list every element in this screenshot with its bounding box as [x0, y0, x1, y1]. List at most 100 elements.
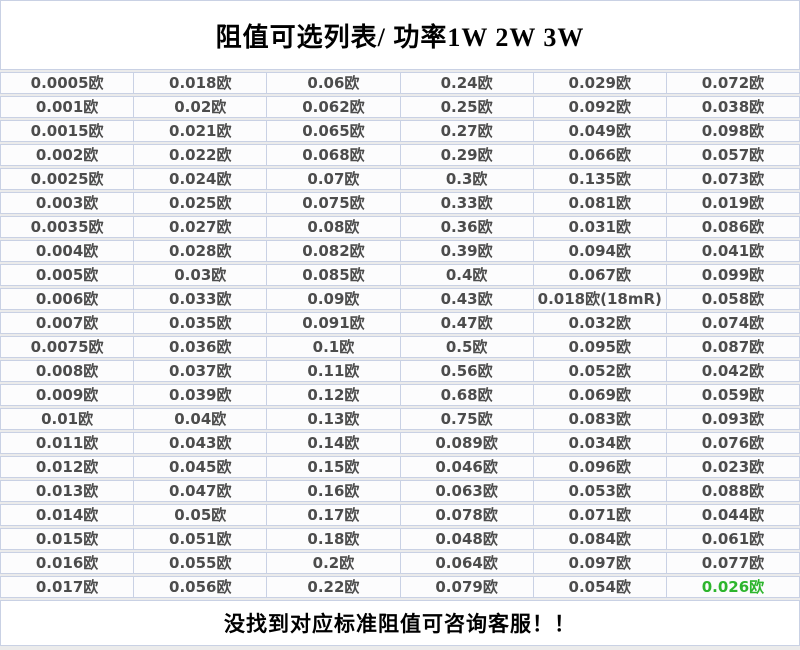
resistance-option[interactable]: 0.013欧: [0, 480, 135, 502]
resistance-option[interactable]: 0.058欧: [665, 288, 800, 310]
resistance-option[interactable]: 0.16欧: [266, 480, 401, 502]
resistance-option[interactable]: 0.089欧: [399, 432, 534, 454]
resistance-option[interactable]: 0.17欧: [266, 504, 401, 526]
resistance-option[interactable]: 0.051欧: [133, 528, 268, 550]
resistance-option[interactable]: 0.028欧: [133, 240, 268, 262]
resistance-option[interactable]: 0.036欧: [133, 336, 268, 358]
resistance-option[interactable]: 0.049欧: [532, 120, 667, 142]
resistance-option[interactable]: 0.046欧: [399, 456, 534, 478]
resistance-option[interactable]: 0.031欧: [532, 216, 667, 238]
resistance-option[interactable]: 0.045欧: [133, 456, 268, 478]
resistance-option[interactable]: 0.091欧: [266, 312, 401, 334]
resistance-option[interactable]: 0.135欧: [532, 168, 667, 190]
resistance-option[interactable]: 0.04欧: [133, 408, 268, 430]
resistance-option[interactable]: 0.07欧: [266, 168, 401, 190]
resistance-option[interactable]: 0.011欧: [0, 432, 135, 454]
resistance-option[interactable]: 0.086欧: [665, 216, 800, 238]
resistance-option[interactable]: 0.0005欧: [0, 72, 135, 94]
resistance-option[interactable]: 0.2欧: [266, 552, 401, 574]
resistance-option[interactable]: 0.042欧: [665, 360, 800, 382]
resistance-option[interactable]: 0.055欧: [133, 552, 268, 574]
resistance-option[interactable]: 0.035欧: [133, 312, 268, 334]
resistance-option[interactable]: 0.062欧: [266, 96, 401, 118]
resistance-option[interactable]: 0.02欧: [133, 96, 268, 118]
resistance-option[interactable]: 0.018欧(18mR): [532, 288, 667, 310]
resistance-option[interactable]: 0.09欧: [266, 288, 401, 310]
resistance-option[interactable]: 0.0075欧: [0, 336, 135, 358]
resistance-option[interactable]: 0.009欧: [0, 384, 135, 406]
resistance-option[interactable]: 0.004欧: [0, 240, 135, 262]
resistance-option[interactable]: 0.56欧: [399, 360, 534, 382]
resistance-option[interactable]: 0.048欧: [399, 528, 534, 550]
resistance-option[interactable]: 0.007欧: [0, 312, 135, 334]
resistance-option[interactable]: 0.085欧: [266, 264, 401, 286]
resistance-option[interactable]: 0.093欧: [665, 408, 800, 430]
resistance-option[interactable]: 0.0025欧: [0, 168, 135, 190]
resistance-option[interactable]: 0.12欧: [266, 384, 401, 406]
resistance-option[interactable]: 0.006欧: [0, 288, 135, 310]
resistance-option[interactable]: 0.081欧: [532, 192, 667, 214]
resistance-option[interactable]: 0.088欧: [665, 480, 800, 502]
resistance-option[interactable]: 0.032欧: [532, 312, 667, 334]
resistance-option[interactable]: 0.06欧: [266, 72, 401, 94]
resistance-option[interactable]: 0.1欧: [266, 336, 401, 358]
resistance-option[interactable]: 0.001欧: [0, 96, 135, 118]
resistance-option[interactable]: 0.063欧: [399, 480, 534, 502]
resistance-option[interactable]: 0.033欧: [133, 288, 268, 310]
resistance-option[interactable]: 0.11欧: [266, 360, 401, 382]
resistance-option[interactable]: 0.097欧: [532, 552, 667, 574]
resistance-option[interactable]: 0.002欧: [0, 144, 135, 166]
resistance-option[interactable]: 0.39欧: [399, 240, 534, 262]
resistance-option[interactable]: 0.076欧: [665, 432, 800, 454]
resistance-option[interactable]: 0.094欧: [532, 240, 667, 262]
resistance-option[interactable]: 0.061欧: [665, 528, 800, 550]
resistance-option[interactable]: 0.052欧: [532, 360, 667, 382]
resistance-option[interactable]: 0.041欧: [665, 240, 800, 262]
resistance-option[interactable]: 0.017欧: [0, 576, 135, 598]
resistance-option[interactable]: 0.025欧: [133, 192, 268, 214]
resistance-option[interactable]: 0.22欧: [266, 576, 401, 598]
resistance-option[interactable]: 0.01欧: [0, 408, 135, 430]
resistance-option[interactable]: 0.078欧: [399, 504, 534, 526]
resistance-option[interactable]: 0.005欧: [0, 264, 135, 286]
resistance-option[interactable]: 0.021欧: [133, 120, 268, 142]
resistance-option[interactable]: 0.0015欧: [0, 120, 135, 142]
resistance-option[interactable]: 0.43欧: [399, 288, 534, 310]
resistance-option[interactable]: 0.095欧: [532, 336, 667, 358]
resistance-option[interactable]: 0.05欧: [133, 504, 268, 526]
resistance-option[interactable]: 0.096欧: [532, 456, 667, 478]
resistance-option[interactable]: 0.047欧: [133, 480, 268, 502]
resistance-option[interactable]: 0.098欧: [665, 120, 800, 142]
resistance-option[interactable]: 0.026欧: [665, 576, 800, 598]
resistance-option[interactable]: 0.059欧: [665, 384, 800, 406]
resistance-option[interactable]: 0.27欧: [399, 120, 534, 142]
resistance-option[interactable]: 0.08欧: [266, 216, 401, 238]
resistance-option[interactable]: 0.4欧: [399, 264, 534, 286]
resistance-option[interactable]: 0.056欧: [133, 576, 268, 598]
resistance-option[interactable]: 0.034欧: [532, 432, 667, 454]
resistance-option[interactable]: 0.5欧: [399, 336, 534, 358]
resistance-option[interactable]: 0.071欧: [532, 504, 667, 526]
resistance-option[interactable]: 0.053欧: [532, 480, 667, 502]
resistance-option[interactable]: 0.24欧: [399, 72, 534, 94]
resistance-option[interactable]: 0.077欧: [665, 552, 800, 574]
resistance-option[interactable]: 0.15欧: [266, 456, 401, 478]
resistance-option[interactable]: 0.079欧: [399, 576, 534, 598]
resistance-option[interactable]: 0.012欧: [0, 456, 135, 478]
resistance-option[interactable]: 0.075欧: [266, 192, 401, 214]
resistance-option[interactable]: 0.092欧: [532, 96, 667, 118]
resistance-option[interactable]: 0.75欧: [399, 408, 534, 430]
resistance-option[interactable]: 0.057欧: [665, 144, 800, 166]
resistance-option[interactable]: 0.3欧: [399, 168, 534, 190]
resistance-option[interactable]: 0.022欧: [133, 144, 268, 166]
resistance-option[interactable]: 0.015欧: [0, 528, 135, 550]
resistance-option[interactable]: 0.13欧: [266, 408, 401, 430]
resistance-option[interactable]: 0.084欧: [532, 528, 667, 550]
resistance-option[interactable]: 0.018欧: [133, 72, 268, 94]
resistance-option[interactable]: 0.29欧: [399, 144, 534, 166]
resistance-option[interactable]: 0.087欧: [665, 336, 800, 358]
resistance-option[interactable]: 0.099欧: [665, 264, 800, 286]
resistance-option[interactable]: 0.008欧: [0, 360, 135, 382]
resistance-option[interactable]: 0.003欧: [0, 192, 135, 214]
resistance-option[interactable]: 0.054欧: [532, 576, 667, 598]
